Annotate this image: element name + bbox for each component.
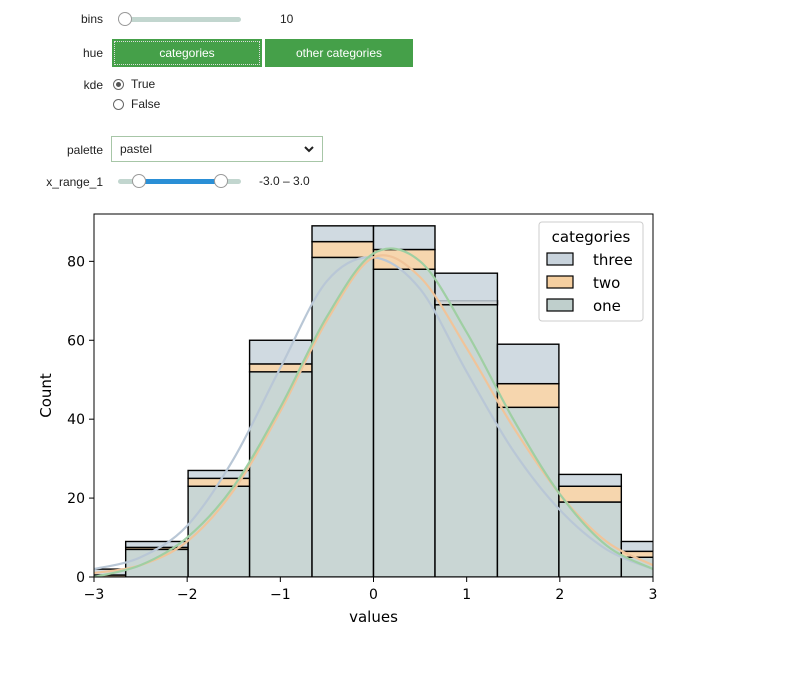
bar-three-bin-2 (187, 469, 251, 480)
bar-two-bin-7 (496, 382, 560, 409)
bar-one-bin-6 (434, 300, 499, 577)
radio-checked-icon (113, 78, 124, 90)
bar-one-bin-9 (620, 556, 653, 577)
legend-title: categories (552, 228, 631, 246)
legend-label-one: one (593, 297, 621, 315)
legend-label-two: two (593, 274, 620, 292)
legend-swatch-two (546, 275, 574, 289)
legend-swatch-three (546, 252, 574, 266)
bins-slider-track[interactable] (118, 17, 241, 22)
bar-two-bin-2 (187, 477, 251, 487)
x-range-low-knob[interactable] (131, 174, 146, 188)
x-tick-label: 2 (555, 587, 564, 603)
kde-option-false[interactable]: False (113, 97, 160, 111)
y-tick-label: 0 (76, 570, 85, 586)
x-range-readout: -3.0 – 3.0 (259, 174, 310, 188)
x-tick-label: −3 (84, 587, 105, 603)
x-tick-label: 3 (649, 587, 658, 603)
bar-two-bin-0 (94, 574, 127, 577)
x-range-high-knob[interactable] (213, 174, 228, 188)
y-tick-label: 60 (67, 333, 85, 349)
y-tick-label: 20 (67, 491, 85, 507)
kde-option-true-label: True (131, 77, 156, 91)
legend-swatch-one (546, 298, 574, 312)
bar-three-bin-8 (558, 473, 623, 487)
bar-three-bin-5 (372, 225, 436, 251)
bar-two-bin-5 (372, 248, 436, 270)
bar-three-bin-9 (620, 540, 653, 553)
chevron-down-icon (304, 146, 314, 153)
x-tick-label: −1 (270, 587, 291, 603)
x-range-slider-fill (138, 179, 221, 184)
bar-three-bin-0 (94, 568, 127, 576)
bar-one-bin-5 (372, 268, 436, 577)
legend-box (538, 221, 644, 322)
bar-two-bin-6 (434, 300, 499, 306)
bar-one-bin-4 (311, 256, 375, 577)
x-range-label: x_range_1 (46, 175, 103, 189)
bar-three-bin-3 (248, 339, 313, 365)
kde-line-one (94, 247, 653, 577)
palette-label: palette (66, 143, 103, 157)
kde-line-three (94, 256, 653, 571)
kde-label: kde (83, 78, 103, 92)
bar-one-bin-1 (124, 548, 189, 577)
axes-frame (93, 213, 654, 578)
bar-one-bin-7 (496, 406, 560, 577)
bins-label: bins (80, 12, 103, 26)
bar-two-bin-9 (620, 550, 653, 558)
bar-three-bin-1 (124, 540, 189, 549)
palette-selected-value: pastel (120, 142, 153, 156)
x-tick-label: 1 (462, 587, 471, 603)
bar-three-bin-7 (496, 343, 560, 385)
bar-two-bin-1 (124, 546, 189, 551)
bar-two-bin-3 (248, 363, 313, 373)
hue-option-other-categories[interactable]: other categories (265, 39, 413, 67)
hue-option-categories[interactable]: categories (112, 39, 262, 67)
bar-two-bin-8 (558, 485, 623, 503)
bins-readout: 10 (280, 12, 294, 26)
y-tick-label: 80 (67, 254, 85, 270)
kde-option-true[interactable]: True (113, 77, 155, 91)
legend-label-three: three (593, 251, 633, 269)
y-tick-label: 40 (67, 412, 85, 428)
x-tick-label: −2 (177, 587, 198, 603)
x-tick-label: 0 (369, 587, 378, 603)
palette-select[interactable]: pastel (111, 136, 323, 162)
hue-label: hue (82, 46, 103, 60)
bar-three-bin-6 (434, 272, 499, 306)
bar-three-bin-4 (311, 225, 375, 243)
bar-one-bin-8 (558, 501, 623, 577)
legend: categories three two one (538, 221, 644, 322)
kde-line-two (94, 254, 653, 575)
x-axis-label: values (349, 608, 398, 626)
kde-option-false-label: False (131, 97, 161, 111)
bar-one-bin-3 (248, 371, 313, 577)
bar-one-bin-2 (187, 485, 251, 577)
y-axis-label: Count (37, 373, 55, 418)
bins-slider-knob[interactable] (118, 12, 132, 26)
bar-two-bin-4 (311, 240, 375, 259)
radio-unchecked-icon (113, 98, 124, 110)
